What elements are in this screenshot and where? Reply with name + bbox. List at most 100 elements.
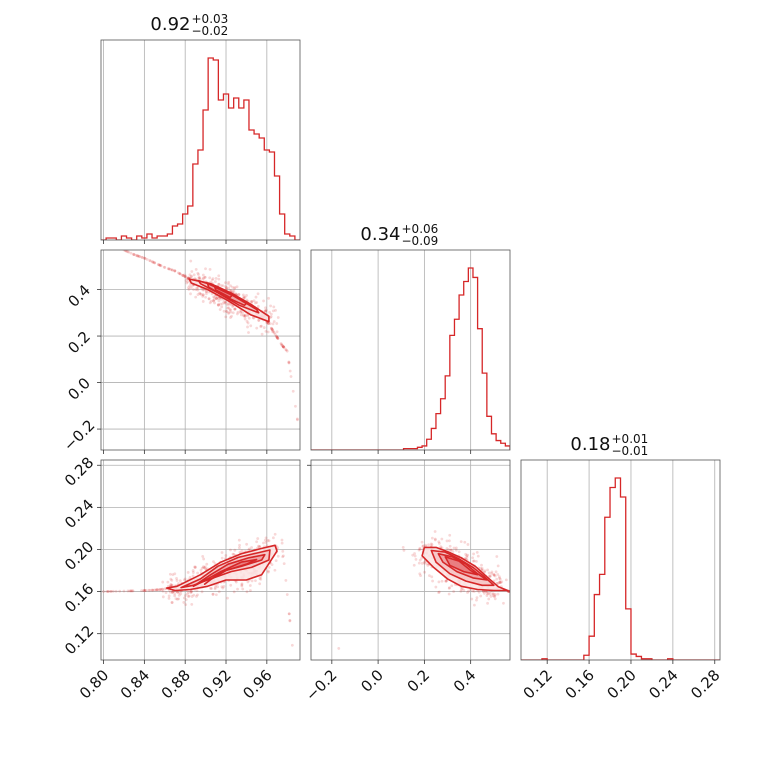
panel-frame-2-0 <box>100 459 301 661</box>
sample-point <box>203 566 207 570</box>
sample-point <box>249 324 253 328</box>
sample-point <box>274 559 278 563</box>
sample-point <box>258 544 262 548</box>
sample-point <box>475 598 478 602</box>
title-value: 0.92 <box>150 14 190 35</box>
sample-point <box>176 271 180 275</box>
sample-point <box>226 596 229 600</box>
sample-point <box>168 572 172 576</box>
sample-point <box>250 579 254 583</box>
sample-point <box>273 532 277 536</box>
sample-point <box>214 583 218 587</box>
sample-point <box>487 597 491 601</box>
sample-point <box>107 590 110 593</box>
sample-point <box>255 540 259 544</box>
sample-point <box>516 597 519 600</box>
sample-point <box>158 263 162 267</box>
scatter-panel-2-1 <box>337 530 519 650</box>
sample-point <box>249 300 253 303</box>
sample-point <box>243 313 247 317</box>
sample-point <box>271 329 275 332</box>
sample-point <box>275 335 279 339</box>
sample-point <box>489 574 492 578</box>
sample-point <box>472 559 476 563</box>
sample-point <box>109 589 113 593</box>
sample-point <box>186 594 190 598</box>
sample-point <box>276 336 279 340</box>
sample-point <box>280 538 284 542</box>
y-tick-label: 0.0 <box>64 374 94 404</box>
sample-point <box>161 580 165 584</box>
sample-point <box>282 346 286 350</box>
sample-point <box>276 554 280 558</box>
sample-point <box>490 572 493 575</box>
sample-point <box>222 300 226 304</box>
sample-point <box>129 589 133 593</box>
sample-point <box>276 337 280 340</box>
sample-point <box>190 595 194 598</box>
x-tick-label: 0.84 <box>117 666 153 702</box>
sample-point <box>197 276 201 280</box>
sample-point <box>242 314 246 318</box>
sample-point <box>151 588 155 592</box>
sample-point <box>205 292 208 296</box>
sample-point <box>201 555 205 558</box>
sample-point <box>152 260 156 264</box>
sample-point <box>173 592 177 596</box>
parameter-title-0: 0.92 +0.03−0.02 <box>150 12 228 38</box>
sample-point <box>114 589 118 593</box>
sample-point <box>239 310 243 313</box>
sample-point <box>249 589 252 592</box>
sample-point <box>183 275 187 278</box>
sample-point <box>284 348 288 352</box>
sample-point <box>497 575 501 579</box>
sample-point <box>233 307 237 311</box>
sample-point <box>412 563 416 567</box>
sample-point <box>147 588 151 592</box>
scatter-points <box>122 250 299 422</box>
sample-point <box>183 275 187 279</box>
sample-point <box>214 276 218 280</box>
sample-point <box>226 302 230 306</box>
sample-point <box>257 318 261 322</box>
sample-point <box>224 300 228 304</box>
sample-point <box>250 301 253 304</box>
sample-point <box>232 552 236 556</box>
sample-point <box>260 324 263 328</box>
sample-point <box>188 284 192 288</box>
sample-point <box>143 589 147 592</box>
sample-point <box>213 562 217 566</box>
sample-point <box>496 582 499 585</box>
sample-point <box>192 593 196 597</box>
sample-point <box>430 536 434 540</box>
sample-point <box>148 259 152 262</box>
sample-point <box>271 536 275 540</box>
sample-point <box>485 594 489 598</box>
sample-point <box>215 296 218 300</box>
sample-point <box>175 579 179 582</box>
sample-point <box>142 589 145 592</box>
sample-point <box>271 322 275 326</box>
sample-point <box>459 589 463 593</box>
data-layer <box>101 57 720 660</box>
sample-point <box>426 563 430 567</box>
sample-point <box>177 597 180 601</box>
sample-point <box>161 587 164 591</box>
sample-point <box>253 301 257 305</box>
sample-point <box>148 588 152 592</box>
sample-point <box>243 295 247 299</box>
sample-point <box>196 293 200 296</box>
sample-point <box>158 263 161 267</box>
x-tick-label: 0.16 <box>562 666 598 702</box>
sample-point <box>475 559 478 563</box>
sample-point <box>262 299 265 303</box>
sample-point <box>257 544 260 548</box>
sample-point <box>428 574 431 578</box>
sample-point <box>402 549 406 552</box>
sample-point <box>106 590 110 593</box>
sample-point <box>143 589 146 592</box>
sample-point <box>132 252 135 256</box>
sample-point <box>220 551 224 554</box>
histogram-panel-1 <box>311 267 510 450</box>
title-upper-error: +0.03 <box>192 12 229 26</box>
